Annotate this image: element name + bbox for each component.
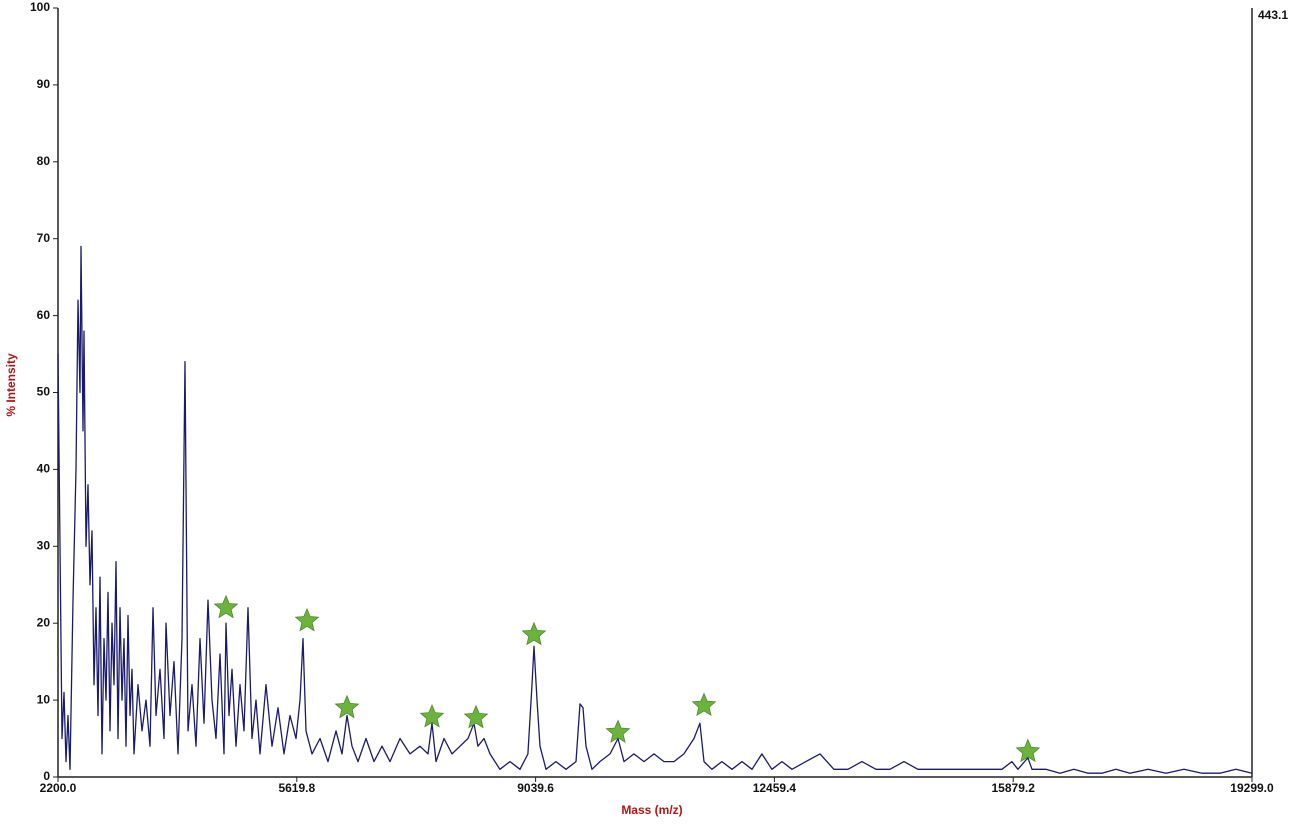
y-tick-label: 50 bbox=[37, 385, 51, 399]
peak-marker bbox=[419, 703, 445, 728]
x-tick-label: 19299.0 bbox=[1230, 781, 1274, 795]
y-tick-label: 30 bbox=[37, 538, 51, 552]
peak-marker bbox=[691, 692, 717, 717]
x-tick-label: 2200.0 bbox=[40, 781, 77, 795]
x-tick-label: 5619.8 bbox=[278, 781, 315, 795]
x-axis-title: Mass (m/z) bbox=[621, 803, 682, 817]
y-tick-label: 20 bbox=[37, 615, 51, 629]
y-tick-label: 70 bbox=[37, 231, 51, 245]
y-tick-label: 40 bbox=[37, 462, 51, 476]
y-tick-label: 0 bbox=[43, 769, 50, 783]
peak-marker bbox=[294, 607, 320, 632]
peak-marker bbox=[521, 621, 547, 646]
y-axis-title: % Intensity bbox=[4, 353, 18, 417]
x-tick-label: 12459.4 bbox=[753, 781, 797, 795]
peak-marker bbox=[334, 694, 360, 719]
peak-marker bbox=[213, 594, 239, 619]
x-tick-label: 9039.6 bbox=[517, 781, 554, 795]
peak-marker bbox=[463, 704, 489, 729]
max-intensity: 443.1 bbox=[1258, 8, 1288, 22]
y-tick-label: 90 bbox=[37, 77, 51, 91]
y-tick-label: 10 bbox=[37, 692, 51, 706]
y-tick-label: 100 bbox=[30, 0, 50, 14]
spectrum-line bbox=[57, 245, 1253, 774]
y-tick-label: 80 bbox=[37, 154, 51, 168]
y-tick-label: 60 bbox=[37, 308, 51, 322]
peak-marker bbox=[1015, 738, 1041, 763]
peak-marker bbox=[605, 719, 631, 743]
x-tick-label: 15879.2 bbox=[992, 781, 1036, 795]
